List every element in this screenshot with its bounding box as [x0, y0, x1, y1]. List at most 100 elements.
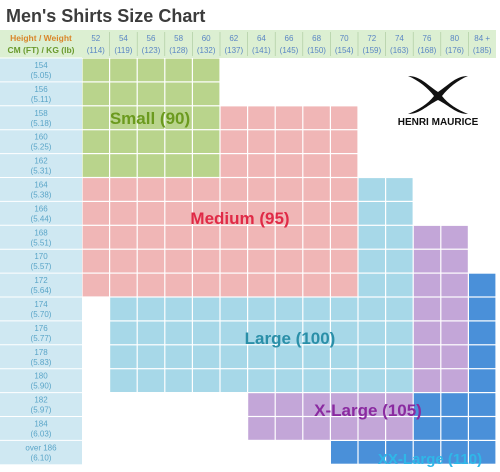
weight-header-lb: (159) [362, 46, 381, 55]
size-cell [275, 249, 303, 273]
height-label-ft: (5.57) [31, 262, 52, 271]
size-label: Small (90) [110, 109, 190, 128]
height-label-ft: (6.10) [31, 453, 52, 462]
weight-header-kg: 66 [285, 34, 294, 43]
size-cell [469, 297, 496, 321]
size-cell [275, 393, 303, 416]
size-cell [275, 345, 303, 369]
size-cell [110, 249, 137, 273]
size-cell [469, 393, 496, 416]
height-label-ft: (5.83) [31, 358, 52, 367]
weight-header-lb: (114) [87, 46, 105, 55]
size-cell [441, 273, 468, 297]
size-cell [441, 297, 468, 321]
size-cell [303, 369, 330, 392]
weight-header-lb: (137) [224, 46, 243, 55]
weight-header-lb: (185) [473, 46, 492, 55]
size-cell [110, 178, 137, 201]
height-label-cm: 170 [34, 252, 48, 261]
size-cell [275, 106, 303, 130]
size-cell [413, 273, 441, 297]
size-cell [193, 130, 220, 153]
size-cell [331, 321, 358, 345]
size-cell [220, 369, 247, 392]
chart-title: Men's Shirts Size Chart [6, 6, 206, 26]
weight-header-lb: (163) [390, 46, 409, 55]
size-cell [303, 178, 330, 201]
size-cell [137, 225, 165, 249]
size-cell [275, 297, 303, 321]
size-cell [220, 225, 247, 249]
size-cell [193, 58, 220, 82]
size-cell [413, 249, 441, 273]
size-cell [248, 154, 275, 177]
height-label-ft: (5.18) [31, 119, 52, 128]
size-cell [137, 297, 165, 321]
size-cell [248, 345, 275, 369]
weight-header-kg: 84 + [474, 34, 490, 43]
size-cell [220, 202, 247, 225]
size-cell [248, 273, 275, 297]
size-cell [82, 130, 109, 153]
size-cell [275, 369, 303, 392]
weight-header-kg: 54 [119, 34, 128, 43]
size-cell [441, 321, 468, 345]
size-cell [110, 297, 137, 321]
height-label-cm: 174 [34, 300, 48, 309]
size-cell [441, 417, 468, 440]
size-cell [441, 441, 468, 464]
size-cell [110, 345, 137, 369]
size-cell [165, 82, 192, 106]
size-cell [275, 417, 303, 440]
size-cell [193, 225, 220, 249]
size-cell [220, 154, 247, 177]
size-cell [137, 202, 165, 225]
size-cell [165, 154, 192, 177]
size-cell [386, 178, 413, 201]
size-cell [110, 130, 137, 153]
size-cell [165, 106, 192, 130]
weight-header-lb: (123) [142, 46, 161, 55]
size-cell [303, 417, 330, 440]
size-cell [331, 178, 358, 201]
size-cell [165, 130, 192, 153]
size-cell [193, 321, 220, 345]
size-cell [110, 202, 137, 225]
size-cell [220, 321, 247, 345]
size-cell [303, 393, 330, 416]
size-cell [193, 249, 220, 273]
size-cell [331, 441, 358, 464]
size-cell [386, 225, 413, 249]
size-cell [137, 178, 165, 201]
size-cell [275, 321, 303, 345]
height-label-cm: 180 [34, 372, 48, 381]
weight-header-kg: 64 [257, 34, 266, 43]
size-cell [413, 417, 441, 440]
weight-header-kg: 76 [423, 34, 432, 43]
size-cell [441, 225, 468, 249]
size-cell [110, 154, 137, 177]
size-cell [82, 106, 109, 130]
size-cell [358, 417, 385, 440]
size-cell [331, 106, 358, 130]
size-cell [110, 369, 137, 392]
size-cell [413, 321, 441, 345]
size-cell [331, 154, 358, 177]
size-cell [386, 321, 413, 345]
height-label-ft: (5.44) [31, 214, 52, 223]
size-cell [331, 225, 358, 249]
size-cell [303, 345, 330, 369]
size-cell [165, 345, 192, 369]
size-cell [303, 202, 330, 225]
size-label: XX-Large (110) [378, 451, 482, 468]
size-cell [193, 106, 220, 130]
size-cell [248, 393, 275, 416]
weight-header-kg: 72 [367, 34, 376, 43]
size-cell [303, 154, 330, 177]
height-label-ft: (5.38) [31, 191, 52, 200]
weight-header-kg: 68 [312, 34, 321, 43]
size-cell [275, 273, 303, 297]
size-cell [137, 345, 165, 369]
size-label: X-Large (105) [314, 401, 422, 420]
